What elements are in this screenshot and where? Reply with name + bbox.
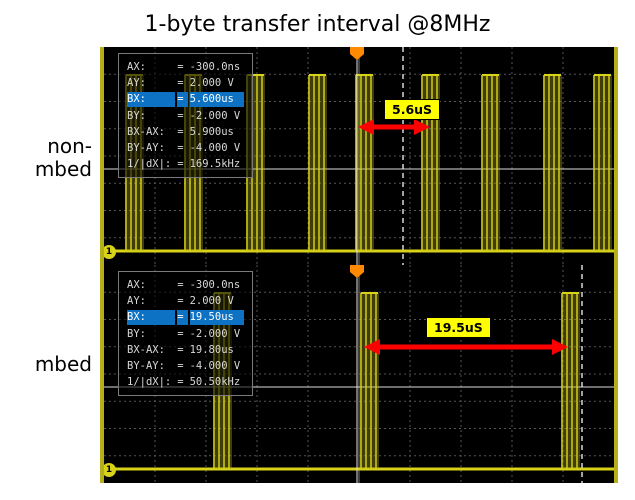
info-cell: 19.50us — [190, 310, 245, 324]
info-cell: BY-AY: — [127, 141, 175, 155]
info-cell: = — [177, 141, 187, 155]
interval-tag: 19.5uS — [426, 317, 491, 338]
info-cell: BY-AY: — [127, 359, 175, 373]
info-cell: = — [177, 327, 187, 341]
scope-rows: non-mbedmbedAX:=-300.0nsAY:=2.000 VBX:=5… — [0, 47, 635, 483]
info-cell: 169.5kHz — [190, 157, 245, 171]
info-cell: -2.000 V — [190, 327, 245, 341]
info-cell: BX: — [127, 92, 175, 106]
info-cell: AX: — [127, 60, 175, 74]
info-cell: AX: — [127, 278, 175, 292]
cursor-info-box: AX:=-300.0nsAY:=2.000 VBX:=5.600usBY:=-2… — [118, 53, 253, 178]
info-cell: BX-AX: — [127, 125, 175, 139]
info-cell: AY: — [127, 294, 175, 308]
info-cell: AY: — [127, 76, 175, 90]
info-cell: 50.50kHz — [190, 375, 245, 389]
info-cell: 5.900us — [190, 125, 245, 139]
oscilloscope-panel: AX:=-300.0nsAY:=2.000 VBX:=5.600usBY:=-2… — [104, 47, 614, 265]
info-cell: = — [177, 375, 187, 389]
info-cell: 2.000 V — [190, 294, 245, 308]
info-cell: = — [177, 92, 187, 106]
info-cell: 5.600us — [190, 92, 245, 106]
info-cell: 2.000 V — [190, 76, 245, 90]
oscilloscope-panel: AX:=-300.0nsAY:=2.000 VBX:=19.50usBY:=-2… — [104, 265, 614, 483]
trigger-marker-icon — [350, 47, 364, 59]
info-cell: = — [177, 60, 187, 74]
info-cell: = — [177, 359, 187, 373]
info-cell: -300.0ns — [190, 278, 245, 292]
cursor-info-box: AX:=-300.0nsAY:=2.000 VBX:=19.50usBY:=-2… — [118, 271, 253, 396]
info-cell: BX-AX: — [127, 343, 175, 357]
info-cell: 1/|dX|: — [127, 375, 175, 389]
info-cell: = — [177, 157, 187, 171]
trigger-marker-icon — [350, 265, 364, 277]
info-cell: 19.80us — [190, 343, 245, 357]
info-cell: BX: — [127, 310, 175, 324]
page-title: 1-byte transfer interval @8MHz — [0, 0, 635, 47]
info-cell: = — [177, 125, 187, 139]
info-cell: -300.0ns — [190, 60, 245, 74]
info-cell: -2.000 V — [190, 109, 245, 123]
info-cell: BY: — [127, 109, 175, 123]
info-cell: -4.000 V — [190, 359, 245, 373]
info-cell: = — [177, 109, 187, 123]
info-cell: = — [177, 278, 187, 292]
info-cell: = — [177, 310, 187, 324]
info-cell: BY: — [127, 327, 175, 341]
info-cell: = — [177, 343, 187, 357]
interval-tag: 5.6uS — [384, 99, 440, 120]
info-cell: 1/|dX|: — [127, 157, 175, 171]
info-cell: = — [177, 294, 187, 308]
row-label: non-mbed — [0, 135, 100, 181]
info-cell: -4.000 V — [190, 141, 245, 155]
row-label: mbed — [0, 353, 100, 376]
info-cell: = — [177, 76, 187, 90]
